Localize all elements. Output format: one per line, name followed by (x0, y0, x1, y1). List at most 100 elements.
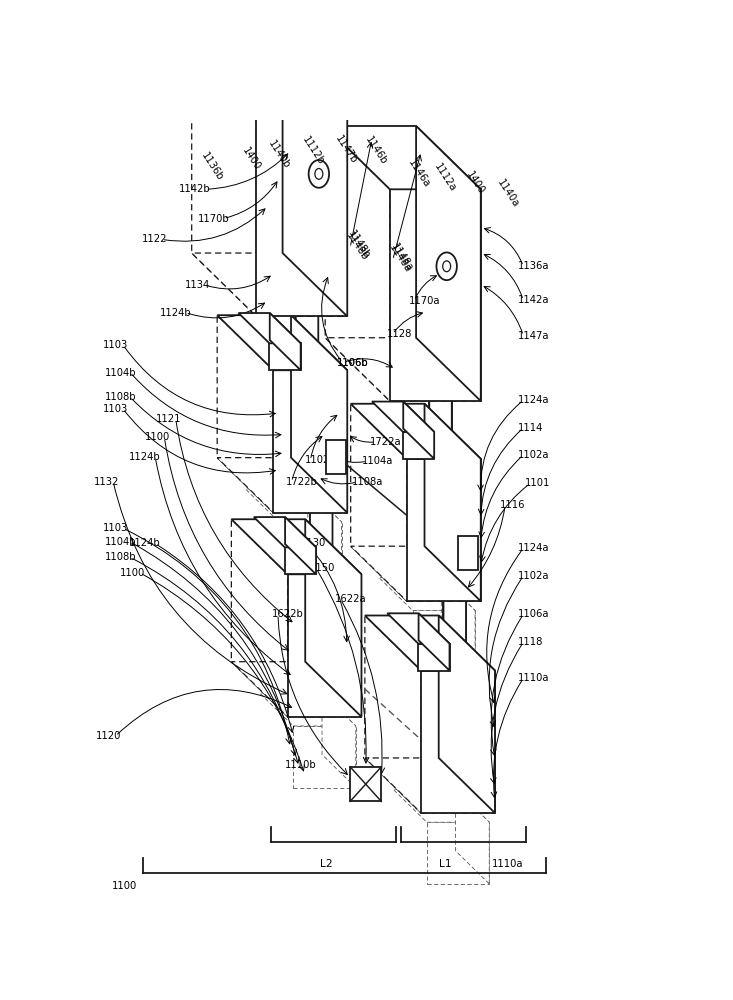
Text: 1108a: 1108a (352, 477, 383, 487)
Polygon shape (350, 404, 407, 601)
Text: 1140a: 1140a (495, 177, 520, 209)
Text: 1170b: 1170b (197, 214, 229, 224)
Text: 1146a: 1146a (406, 158, 432, 190)
Polygon shape (322, 693, 356, 788)
Polygon shape (325, 440, 345, 474)
Text: 1108b: 1108b (104, 392, 136, 402)
Polygon shape (379, 577, 475, 610)
Polygon shape (232, 662, 361, 717)
Text: 1114: 1114 (517, 423, 543, 433)
Text: 1146b: 1146b (363, 135, 388, 167)
Polygon shape (419, 613, 449, 671)
Polygon shape (403, 402, 434, 459)
Text: L2: L2 (320, 859, 333, 869)
Text: 1622b: 1622b (272, 609, 304, 619)
Text: 1103: 1103 (103, 340, 128, 350)
Polygon shape (365, 758, 495, 813)
Text: 1102a: 1102a (517, 450, 549, 460)
Polygon shape (217, 315, 273, 513)
Polygon shape (372, 402, 434, 432)
Text: 1142b: 1142b (180, 184, 211, 194)
Polygon shape (254, 517, 316, 547)
Polygon shape (427, 822, 490, 884)
Polygon shape (429, 401, 452, 459)
Polygon shape (443, 579, 466, 671)
Text: 1136b: 1136b (199, 150, 225, 182)
Polygon shape (285, 517, 316, 574)
Text: 1148b: 1148b (345, 231, 370, 263)
Polygon shape (273, 294, 318, 316)
Polygon shape (246, 489, 342, 522)
Text: 1100: 1100 (120, 568, 146, 578)
Text: 1142a: 1142a (517, 295, 549, 305)
Polygon shape (419, 644, 449, 671)
Polygon shape (365, 615, 421, 813)
Polygon shape (273, 370, 347, 513)
Text: 1124b: 1124b (159, 308, 191, 318)
Polygon shape (270, 313, 301, 370)
Text: 1103: 1103 (103, 404, 128, 414)
Polygon shape (232, 519, 287, 717)
Text: 1104b: 1104b (104, 537, 136, 547)
Polygon shape (365, 615, 495, 671)
Text: L1: L1 (438, 859, 452, 869)
Polygon shape (439, 615, 495, 813)
Polygon shape (310, 513, 333, 574)
Polygon shape (455, 789, 490, 884)
Polygon shape (293, 726, 356, 788)
Text: 1722a: 1722a (370, 437, 402, 447)
Text: 1124b: 1124b (129, 452, 161, 462)
Polygon shape (430, 379, 452, 459)
Text: 1110a: 1110a (492, 859, 523, 869)
Text: 1110a: 1110a (517, 673, 549, 683)
Polygon shape (413, 610, 475, 672)
Text: 1120: 1120 (96, 731, 121, 741)
Polygon shape (217, 458, 347, 513)
Text: 1116: 1116 (499, 500, 525, 510)
Polygon shape (350, 546, 481, 601)
Polygon shape (284, 547, 316, 574)
Text: 1150: 1150 (310, 563, 336, 573)
Text: 1136a: 1136a (517, 261, 549, 271)
Text: 1132: 1132 (94, 477, 119, 487)
Polygon shape (192, 41, 347, 105)
Polygon shape (390, 189, 481, 401)
Text: 1100: 1100 (145, 432, 170, 442)
Text: 1148a: 1148a (387, 243, 413, 274)
Text: 1130: 1130 (301, 538, 326, 548)
Polygon shape (305, 519, 361, 717)
Polygon shape (257, 105, 347, 316)
Text: 1134: 1134 (185, 280, 210, 290)
Text: 1622a: 1622a (335, 594, 366, 604)
Text: 1170a: 1170a (408, 296, 440, 306)
Text: 1106b: 1106b (337, 358, 369, 368)
Polygon shape (407, 459, 481, 601)
Text: 1121: 1121 (156, 414, 181, 424)
Text: 1108b: 1108b (104, 552, 136, 562)
Polygon shape (325, 126, 390, 401)
Polygon shape (458, 536, 478, 570)
Polygon shape (270, 343, 301, 370)
Text: 1118: 1118 (517, 637, 543, 647)
Text: 1100: 1100 (112, 881, 137, 891)
Polygon shape (192, 41, 257, 316)
Text: 1104b: 1104b (104, 368, 136, 378)
Polygon shape (441, 577, 475, 672)
Text: 1104a: 1104a (361, 456, 393, 466)
Text: 1124a: 1124a (517, 543, 549, 553)
Text: 1148b: 1148b (346, 229, 372, 261)
Text: 1148a: 1148a (388, 241, 414, 273)
Polygon shape (387, 613, 449, 644)
Text: 1124a: 1124a (517, 395, 549, 405)
Polygon shape (416, 126, 481, 401)
Polygon shape (192, 253, 347, 316)
Text: 1124b: 1124b (129, 538, 161, 548)
Polygon shape (325, 126, 481, 189)
Polygon shape (350, 404, 481, 459)
Text: 1110b: 1110b (284, 760, 317, 770)
Text: 1128: 1128 (387, 329, 413, 339)
Polygon shape (308, 489, 342, 584)
Polygon shape (217, 315, 347, 370)
Text: 1101: 1101 (525, 478, 550, 488)
Text: 1102b: 1102b (305, 455, 336, 465)
